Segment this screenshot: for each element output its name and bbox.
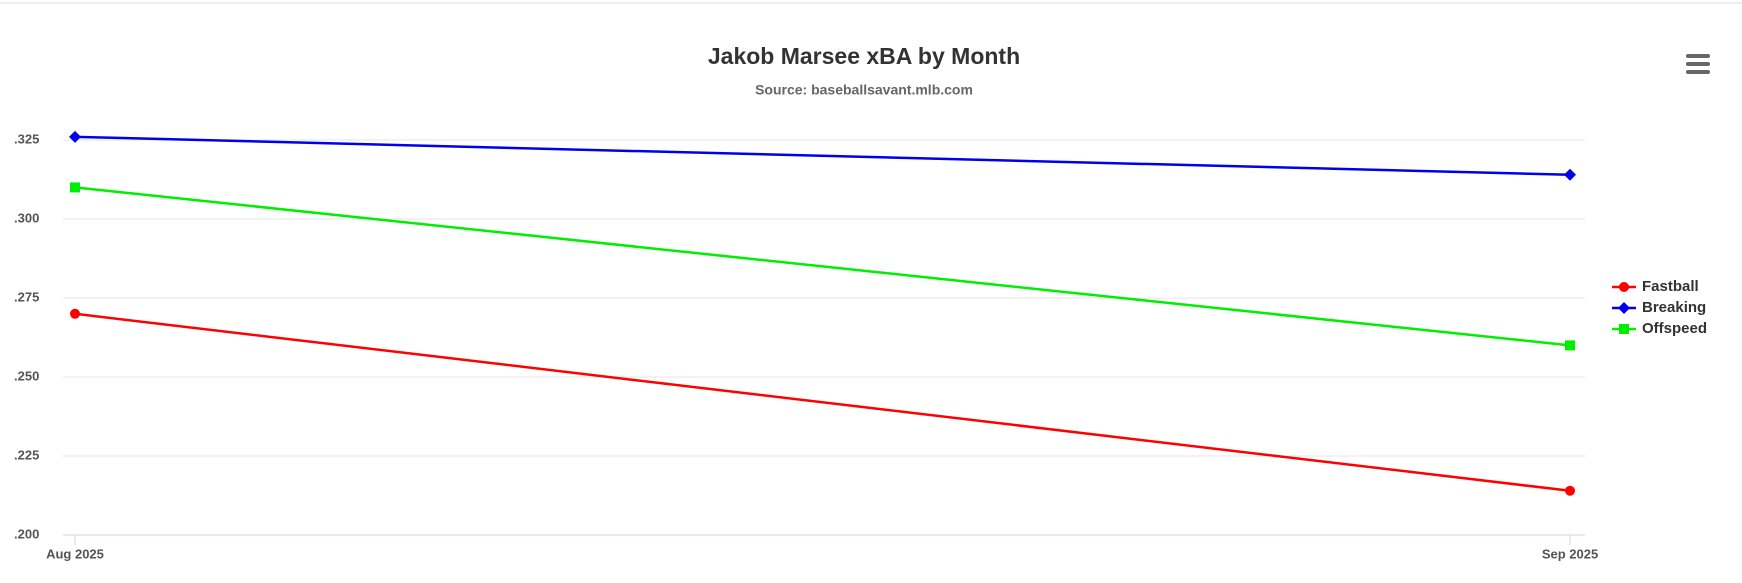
- legend-label[interactable]: Offspeed: [1642, 320, 1707, 337]
- menu-bar: [1686, 70, 1710, 74]
- legend-label[interactable]: Fastball: [1642, 278, 1699, 295]
- series-line: [74, 312, 1571, 493]
- chart-title: Jakob Marsee xBA by Month: [708, 43, 1020, 69]
- legend-marker: [1618, 302, 1630, 314]
- y-tick-label: .275: [14, 289, 39, 304]
- y-tick-label: .250: [14, 368, 39, 383]
- y-tick-label: .300: [14, 210, 39, 225]
- y-tick-label: .325: [14, 131, 39, 146]
- legend-marker: [1619, 324, 1629, 334]
- y-tick-label: .200: [14, 526, 39, 541]
- series-line: [74, 135, 1571, 177]
- series-line: [74, 186, 1571, 347]
- menu-bar: [1686, 54, 1710, 58]
- x-tick-label: Aug 2025: [46, 546, 104, 561]
- marker: [69, 130, 81, 143]
- chart-subtitle: Source: baseballsavant.mlb.com: [755, 82, 973, 98]
- x-tick-label: Sep 2025: [1542, 546, 1598, 561]
- marker: [1565, 340, 1575, 351]
- y-tick-label: .225: [14, 447, 39, 462]
- menu-bar: [1686, 62, 1710, 66]
- menu-button[interactable]: [1686, 54, 1710, 74]
- legend-marker: [1619, 282, 1629, 292]
- marker: [70, 308, 80, 319]
- marker: [70, 182, 80, 193]
- legend-label[interactable]: Breaking: [1642, 299, 1706, 316]
- marker: [1564, 168, 1576, 181]
- marker: [1565, 485, 1575, 496]
